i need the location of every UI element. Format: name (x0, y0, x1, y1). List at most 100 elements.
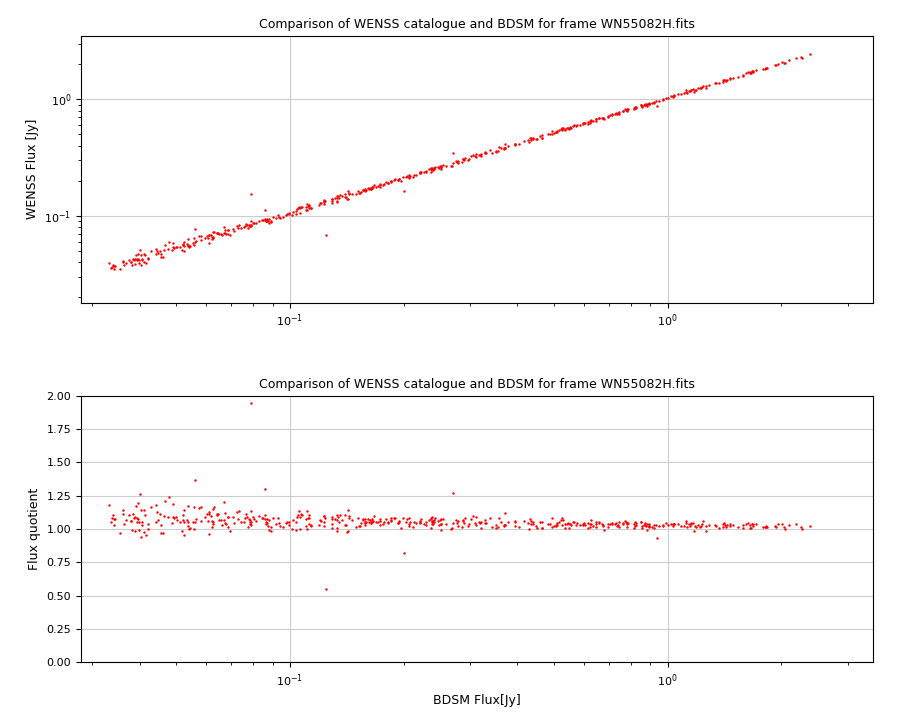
Point (340, 194, 355, 205)
Point (282, 207, 296, 219)
Point (716, 75, 730, 86)
Point (479, 517, 493, 528)
Point (285, 210, 300, 221)
Point (642, 520, 656, 531)
Point (436, 513, 451, 525)
Point (424, 166, 438, 178)
Point (187, 240, 202, 251)
Point (413, 167, 428, 179)
Point (523, 513, 537, 525)
Point (647, 97, 662, 109)
Point (778, 523, 792, 535)
Point (555, 513, 570, 524)
Title: Comparison of WENSS catalogue and BDSM for frame WN55082H.fits: Comparison of WENSS catalogue and BDSM f… (259, 377, 695, 390)
Point (456, 154, 471, 166)
Point (366, 515, 381, 526)
Point (552, 125, 566, 136)
Point (300, 198, 314, 210)
Point (373, 179, 387, 191)
Point (116, 256, 130, 267)
Point (562, 518, 577, 530)
Point (517, 516, 531, 527)
Point (626, 102, 641, 114)
Point (627, 101, 642, 112)
Point (338, 188, 353, 199)
Point (135, 519, 149, 531)
Point (634, 101, 649, 112)
Point (345, 515, 359, 526)
Point (603, 109, 617, 121)
Point (134, 531, 148, 543)
Point (318, 195, 332, 207)
Point (144, 246, 158, 257)
Point (596, 112, 610, 124)
Point (363, 182, 377, 194)
Point (314, 197, 328, 209)
Point (455, 521, 470, 533)
Point (338, 519, 352, 531)
Point (717, 519, 732, 531)
Point (612, 516, 626, 528)
Point (523, 132, 537, 144)
Point (299, 520, 313, 531)
Point (364, 182, 379, 194)
Point (140, 518, 155, 530)
Point (132, 489, 147, 500)
Point (474, 148, 489, 160)
Point (300, 523, 314, 534)
Point (636, 519, 651, 531)
Point (427, 163, 441, 175)
Point (387, 512, 401, 523)
Point (189, 235, 203, 247)
Point (324, 197, 338, 208)
Point (610, 521, 625, 532)
Point (104, 516, 118, 528)
Point (260, 513, 274, 525)
Point (555, 122, 570, 134)
Point (620, 521, 634, 533)
Point (374, 513, 388, 525)
Point (247, 513, 261, 525)
Point (152, 509, 166, 521)
Point (275, 212, 290, 223)
Point (555, 125, 570, 136)
Point (403, 516, 418, 528)
Point (433, 160, 447, 171)
Point (478, 514, 492, 526)
Point (295, 510, 310, 521)
Point (716, 521, 730, 533)
Point (597, 114, 611, 125)
Point (760, 62, 774, 73)
Point (273, 212, 287, 224)
Point (522, 523, 536, 534)
Point (259, 215, 274, 227)
Point (320, 229, 334, 240)
Point (608, 518, 622, 530)
Point (330, 196, 345, 207)
Point (455, 156, 470, 168)
Point (180, 517, 194, 528)
Point (302, 512, 317, 523)
Point (674, 88, 688, 99)
Point (392, 174, 407, 185)
Point (439, 518, 454, 530)
Point (187, 474, 202, 485)
Point (403, 171, 418, 182)
Point (742, 68, 757, 79)
Point (242, 219, 256, 230)
Point (535, 523, 549, 534)
Point (589, 521, 603, 533)
Point (512, 521, 526, 533)
Point (743, 519, 758, 531)
Point (545, 521, 560, 533)
Point (634, 521, 649, 532)
Point (666, 518, 680, 529)
Point (795, 523, 809, 535)
Point (582, 521, 597, 533)
Point (562, 122, 577, 133)
Point (485, 147, 500, 158)
Point (202, 508, 216, 520)
Point (425, 163, 439, 175)
Point (580, 523, 595, 534)
Point (345, 188, 359, 199)
